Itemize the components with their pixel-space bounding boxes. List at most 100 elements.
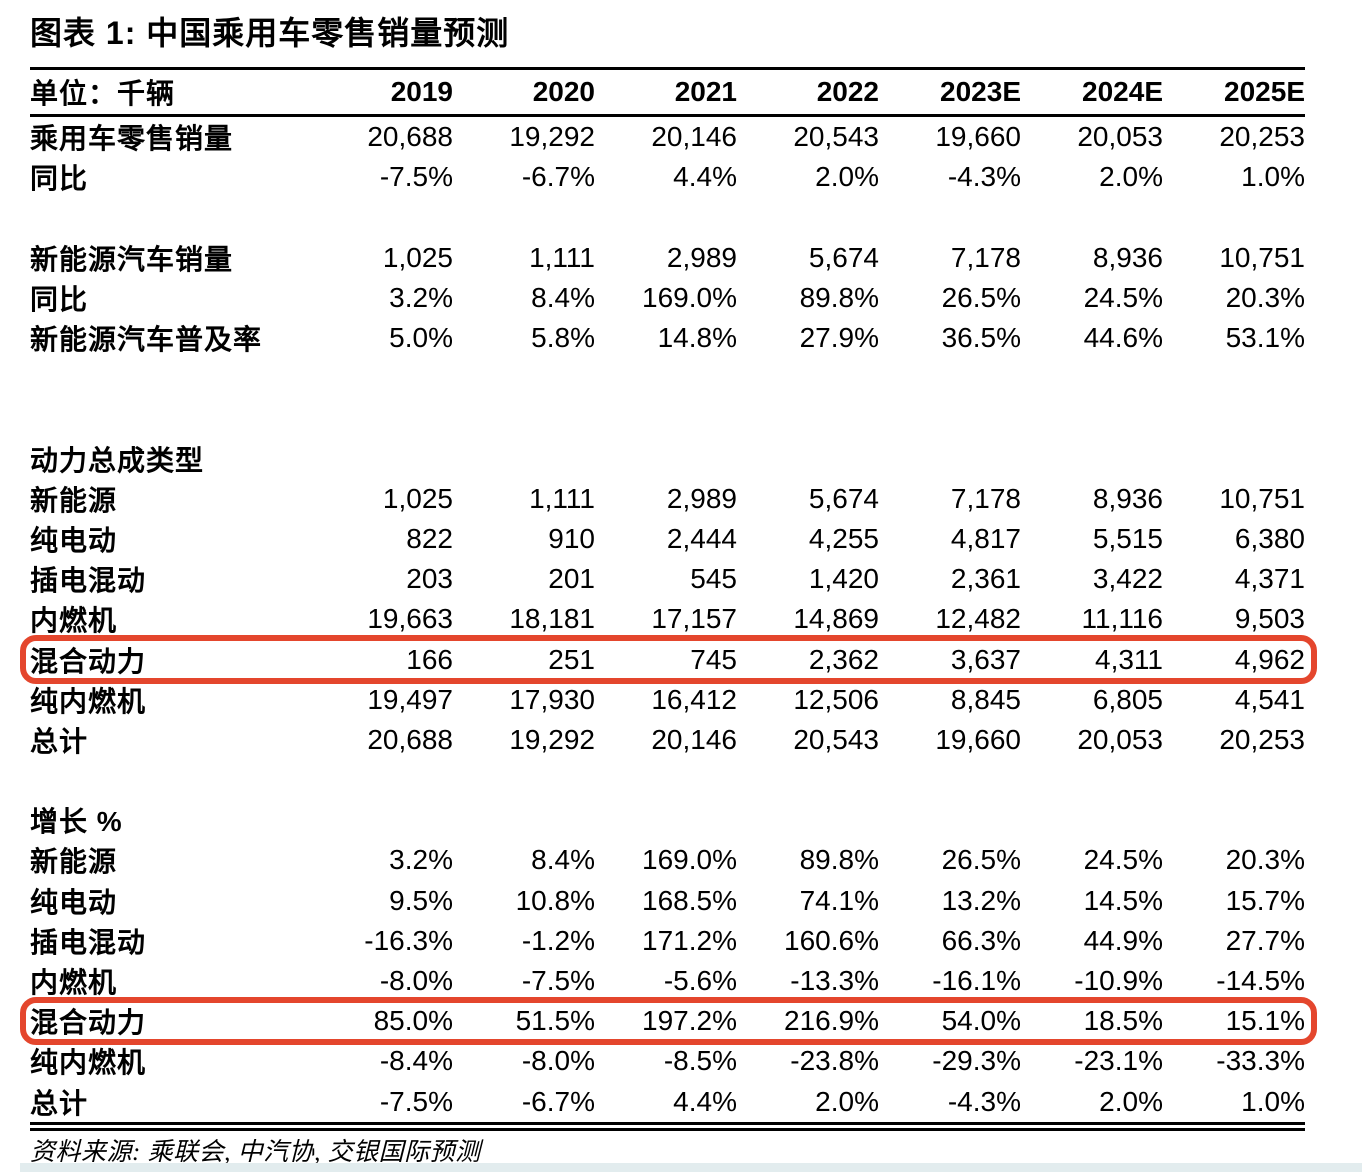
section-header-row: 增长 % [30,800,1305,840]
cell-value: 18.5% [1083,1005,1163,1037]
unit-label: 单位：千辆 [30,78,176,109]
cell-value: 18,181 [509,603,595,635]
cell-value: 7,178 [950,241,1021,273]
cell-value: 1,025 [382,241,453,273]
cell-value: 4.4% [673,1085,737,1117]
row-label: 总计 [30,1087,89,1119]
row-label: 新能源 [30,484,118,516]
cell-value: -4.3% [947,1085,1021,1117]
cell-value: 20,543 [793,121,879,153]
cell-value: 24.5% [1083,281,1163,313]
row-label: 内燃机 [30,605,118,637]
cell-value: 251 [548,643,595,675]
cell-value: -23.8% [790,1045,879,1077]
table-row: 新能源汽车普及率 5.0% 5.8% 14.8% 27.9% 36.5% 44.6% 53.1… [30,318,1305,358]
cell-value: -7.5% [379,161,453,193]
cell-value: 2,989 [666,482,737,514]
cell-value: 54.0% [941,1005,1021,1037]
row-label: 新能源 [30,846,118,878]
cell-value: -5.6% [663,965,737,997]
cell-value: 169.0% [642,844,737,876]
cell-value: 19,663 [367,603,453,635]
cell-value: 4,311 [1095,643,1163,675]
cell-value: 4,817 [950,522,1021,554]
cell-value: 26.5% [941,844,1021,876]
spacer-row [30,197,1305,237]
cell-value: -16.1% [932,965,1021,997]
cell-value: 4.4% [673,161,737,193]
cell-value: 10,751 [1219,482,1305,514]
table-row: 总计 -7.5% -6.7% 4.4% 2.0% -4.3% 2.0% 1.0% [30,1082,1305,1122]
year-column-header: 2019 [390,76,453,107]
cell-value: 160.6% [784,924,879,956]
cell-value: 8,936 [1092,241,1163,273]
cell-value: 15.1% [1225,1005,1305,1037]
cell-value: 2.0% [1099,161,1163,193]
cell-value: 20,688 [367,723,453,755]
row-label: 新能源汽车普及率 [30,324,263,356]
cell-value: 169.0% [642,281,737,313]
cell-value: 1,111 [529,241,595,273]
table-row: 乘用车零售销量 20,688 19,292 20,146 20,543 19,660 20,… [30,117,1305,157]
cell-value: -33.3% [1216,1045,1305,1077]
cell-value: -14.5% [1216,965,1305,997]
row-label: 纯电动 [30,886,118,918]
cell-value: 2.0% [1099,1085,1163,1117]
cell-value: 9.5% [389,884,453,916]
cell-value: 2.0% [815,1085,879,1117]
cell-value: 1,025 [382,482,453,514]
cell-value: 53.1% [1225,322,1305,354]
cell-value: 20,053 [1077,121,1163,153]
cell-value: 8.4% [531,844,595,876]
cell-value: 14.8% [657,322,737,354]
cell-value: 51.5% [515,1005,595,1037]
row-label: 纯电动 [30,524,118,556]
cell-value: 3.2% [389,281,453,313]
cell-value: 20.3% [1225,844,1305,876]
cell-value: 89.8% [799,281,879,313]
row-label: 混合动力 [30,1007,147,1039]
cell-value: 745 [690,643,737,675]
cell-value: 1,420 [808,563,879,595]
table-row: 混合动力 166 251 745 2,362 3,637 4,311 4,962 [20,635,1317,684]
cell-value: 3,637 [950,643,1021,675]
cell-value: 5.0% [389,322,453,354]
cell-value: 5.8% [531,322,595,354]
row-label: 同比 [30,283,89,315]
row-label: 增长 % [30,806,123,838]
cell-value: -10.9% [1074,965,1163,997]
table-row: 同比 -7.5% -6.7% 4.4% 2.0% -4.3% 2.0% 1.0% [30,157,1305,197]
cell-value: 171.2% [642,924,737,956]
cell-value: 8.4% [531,281,595,313]
table-body: 乘用车零售销量 20,688 19,292 20,146 20,543 19,660 20,… [20,117,1317,1122]
cell-value: 1.0% [1241,161,1305,193]
row-label: 插电混动 [30,926,147,958]
cell-value: 19,660 [935,121,1021,153]
cell-value: 24.5% [1083,844,1163,876]
cell-value: 20,053 [1077,723,1163,755]
cell-value: 44.6% [1083,322,1163,354]
year-column-header: 2020 [532,76,595,107]
cell-value: 19,292 [509,723,595,755]
cell-value: 4,255 [808,522,879,554]
cell-value: -7.5% [521,965,595,997]
cell-value: 5,674 [808,241,879,273]
cell-value: 85.0% [373,1005,453,1037]
cell-value: 2,444 [666,522,737,554]
table-row: 同比 3.2% 8.4% 169.0% 89.8% 26.5% 24.5% 20.3% [30,278,1305,318]
cell-value: 19,497 [367,683,453,715]
cell-value: 20,543 [793,723,879,755]
table-row: 纯电动 9.5% 10.8% 168.5% 74.1% 13.2% 14.5% 15.7% [30,881,1305,921]
cell-value: 8,936 [1092,482,1163,514]
cell-value: 14,869 [793,603,879,635]
cell-value: 216.9% [784,1005,879,1037]
cell-value: 17,930 [509,683,595,715]
cell-value: 20,253 [1219,723,1305,755]
table-row: 纯内燃机 -8.4% -8.0% -8.5% -23.8% -29.3% -23.1% -33… [30,1041,1305,1081]
cell-value: 203 [406,563,453,595]
cell-value: 2,362 [808,643,879,675]
cell-value: 17,157 [651,603,737,635]
row-label: 插电混动 [30,565,147,597]
cell-value: 20,688 [367,121,453,153]
table-row: 内燃机 19,663 18,181 17,157 14,869 12,482 11,116 9… [30,599,1305,639]
